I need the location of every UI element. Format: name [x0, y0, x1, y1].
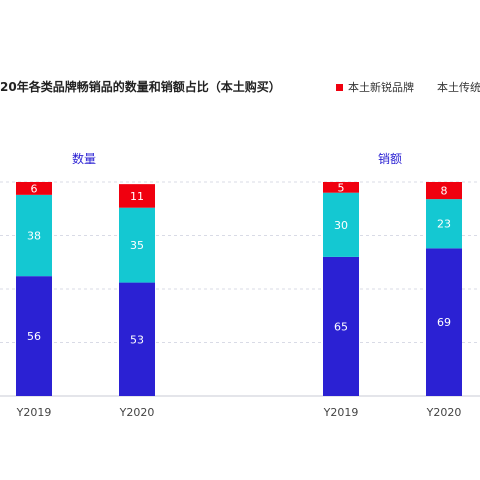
bar-segment-top: [119, 184, 155, 208]
data-label-base: 69: [437, 316, 451, 329]
data-label-mid: 38: [27, 230, 41, 243]
data-label-base: 65: [334, 320, 348, 333]
bar-segment-mid: [426, 199, 462, 249]
legend-item-new-brands[interactable]: 本土新锐品牌: [336, 79, 414, 95]
bar-segment-mid: [323, 192, 359, 257]
data-label-mid: 30: [334, 219, 348, 232]
data-label-top: 11: [130, 190, 144, 203]
panel-title-sales: 销额: [377, 152, 402, 166]
bar-segment-top: [426, 182, 462, 200]
bar-segment-mid: [119, 207, 155, 283]
chart-title: 20年各类品牌畅销品的数量和销额占比（本土购买）: [0, 80, 281, 94]
bar-segment-mid: [16, 194, 52, 277]
data-label-top: 5: [338, 181, 345, 194]
x-tick-label: Y2019: [16, 406, 52, 419]
bar-segment-base: [119, 282, 155, 396]
data-label-mid: 23: [437, 218, 451, 231]
bar-segment-base: [323, 256, 359, 396]
data-label-mid: 35: [130, 239, 144, 252]
bar-segment-base: [426, 248, 462, 396]
x-tick-label: Y2019: [323, 406, 359, 419]
data-label-top: 6: [31, 182, 38, 195]
legend-label-traditional: 本土传统: [437, 81, 480, 94]
data-label-top: 8: [441, 185, 448, 198]
data-label-base: 56: [27, 330, 41, 343]
legend-label-new-brands: 本土新锐品牌: [348, 81, 414, 94]
x-tick-label: Y2020: [426, 406, 462, 419]
data-label-base: 53: [130, 333, 144, 346]
bar-segment-base: [16, 276, 52, 396]
bar-segment-top: [16, 182, 52, 195]
x-tick-label: Y2020: [119, 406, 155, 419]
panel-title-quantity: 数量: [71, 152, 96, 166]
legend-swatch-new-brands: [336, 83, 343, 91]
bar-segment-top: [323, 182, 359, 193]
legend-item-traditional[interactable]: 本土传统: [432, 79, 480, 95]
